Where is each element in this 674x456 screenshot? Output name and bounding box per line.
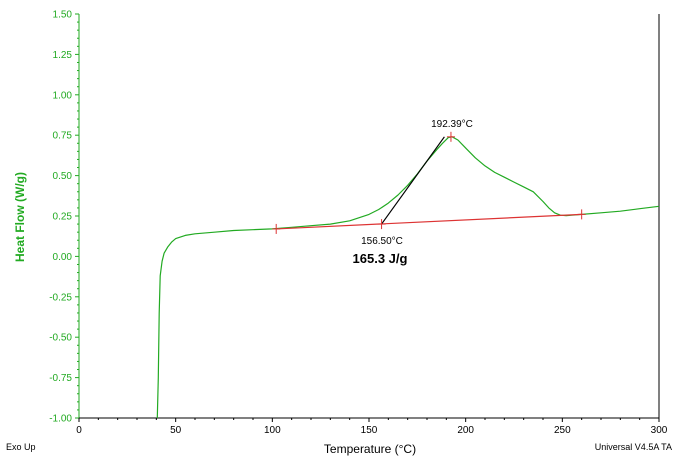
chart-axes — [78, 14, 660, 419]
peak-temperature-label: 192.39°C — [431, 119, 473, 130]
y-tick-label: -0.25 — [49, 292, 72, 303]
x-tick-label: 150 — [361, 425, 378, 436]
y-tick-label: -1.00 — [49, 414, 72, 425]
onset-temperature-label: 156.50°C — [361, 236, 403, 247]
x-tick-label: 300 — [651, 425, 668, 436]
y-tick-label: 0.25 — [53, 212, 73, 223]
footer-software-version: Universal V4.5A TA — [595, 442, 672, 452]
chart-overlays — [272, 131, 586, 234]
x-tick-label: 50 — [170, 425, 182, 436]
x-tick-label: 0 — [76, 425, 82, 436]
x-tick-label: 200 — [457, 425, 474, 436]
footer-exo-up: Exo Up — [6, 442, 36, 452]
x-tick-label: 100 — [264, 425, 281, 436]
y-axis-title: Heat Flow (W/g) — [13, 172, 27, 262]
y-tick-label: 0.50 — [53, 171, 73, 182]
heat-flow-curve — [156, 136, 660, 419]
x-tick-label: 250 — [554, 425, 571, 436]
y-tick-label: 0.75 — [53, 131, 73, 142]
y-tick-label: 0.00 — [53, 252, 73, 263]
onset-tangent-line — [381, 136, 445, 225]
chart-labels: -1.00 -0.75 -0.50 -0.25 0.00 0.25 0.50 0.75 1.00… — [49, 10, 668, 437]
integration-baseline — [276, 213, 582, 230]
enthalpy-label: 165.3 J/g — [353, 251, 408, 266]
y-tick-label: 1.50 — [53, 10, 73, 21]
chart-series — [156, 136, 660, 419]
y-tick-label: 1.25 — [53, 50, 73, 61]
y-tick-label: -0.75 — [49, 373, 72, 384]
x-axis-title: Temperature (°C) — [324, 442, 416, 456]
y-tick-label: -0.50 — [49, 333, 72, 344]
y-tick-label: 1.00 — [53, 90, 73, 101]
chart-ticks — [75, 13, 660, 422]
